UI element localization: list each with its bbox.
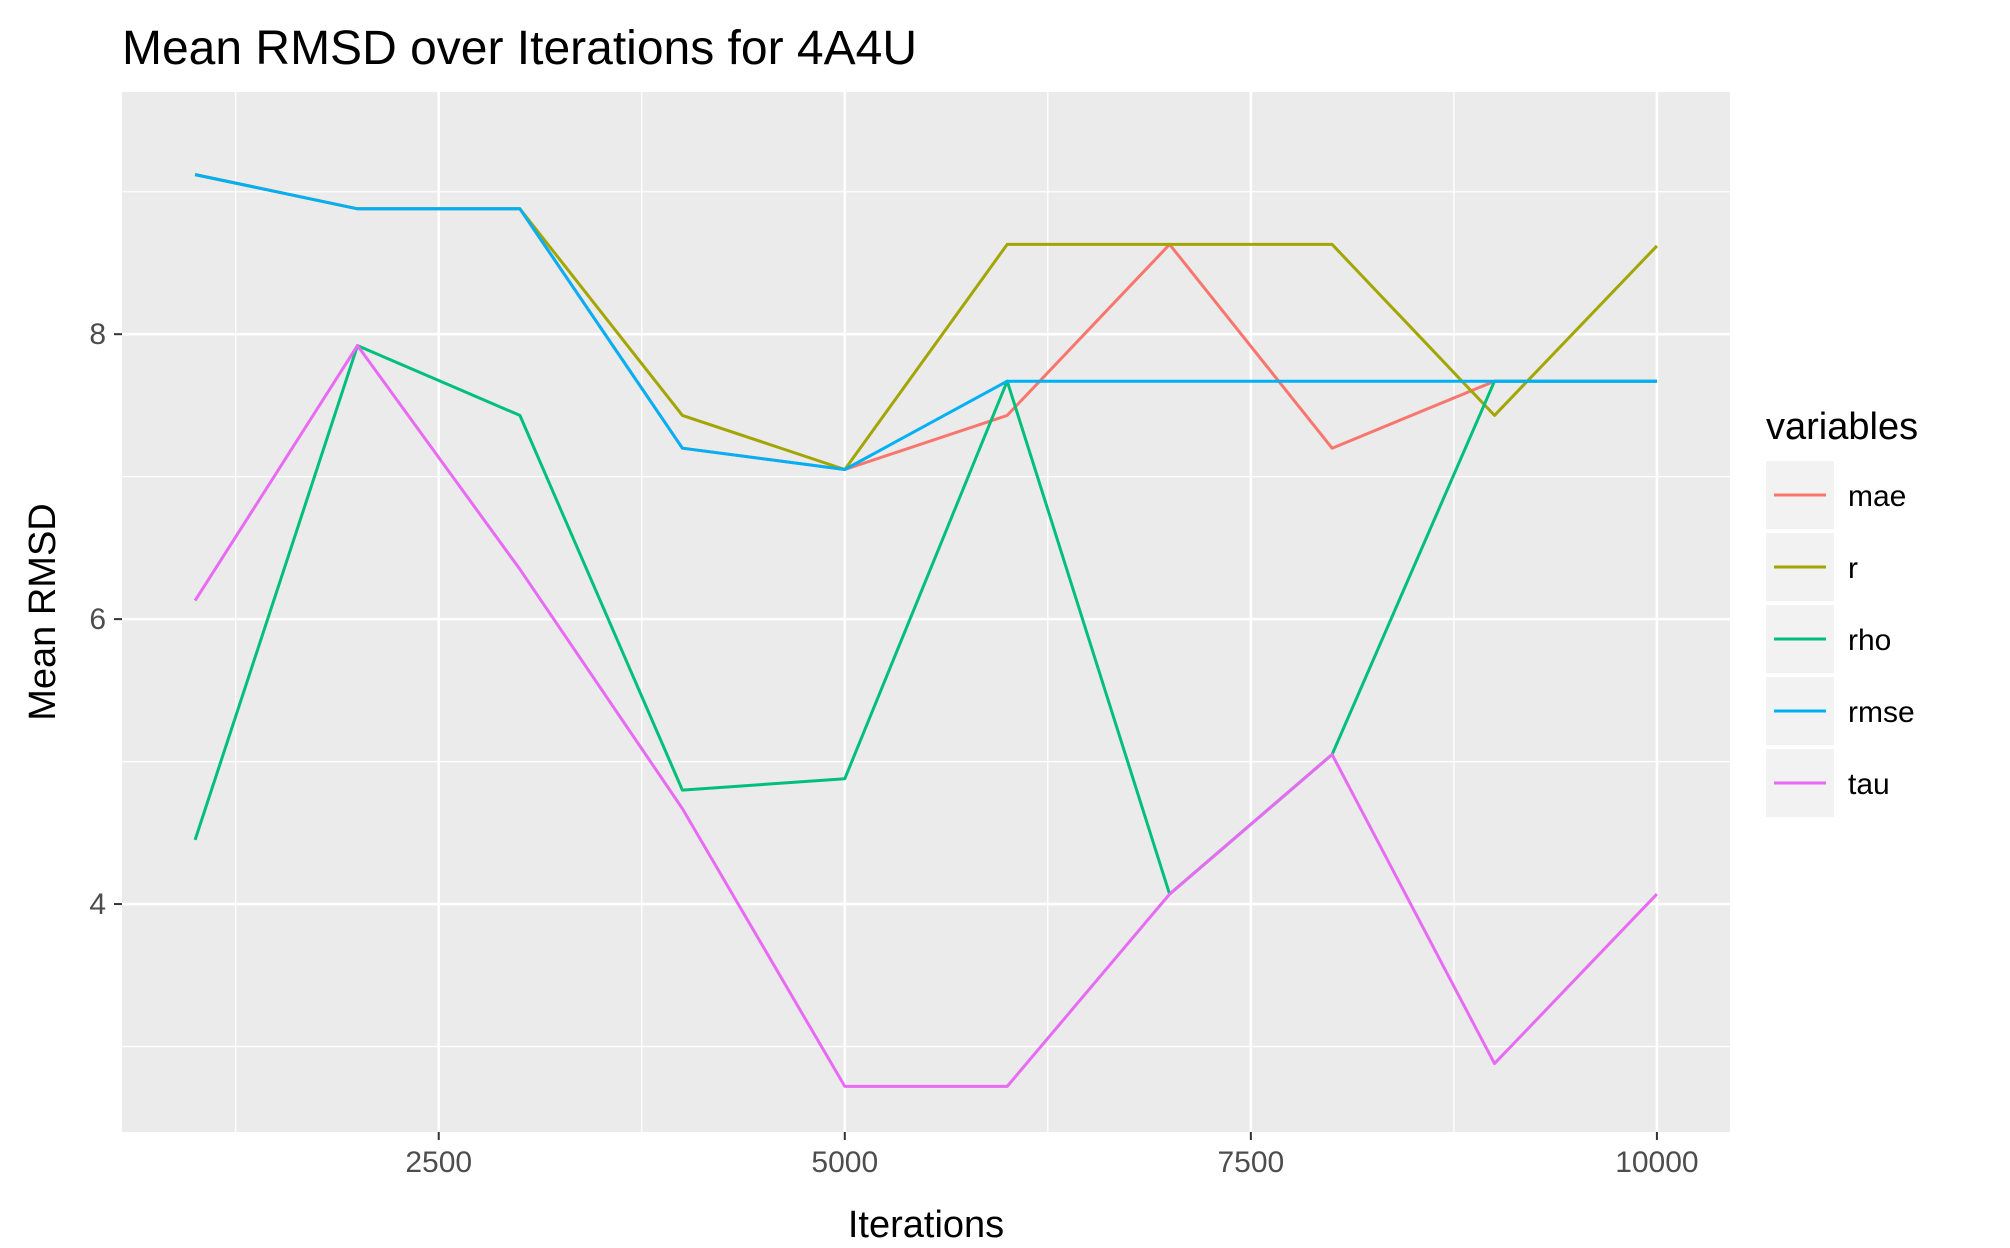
x-tick-label: 5000 [811, 1146, 878, 1179]
chart-title: Mean RMSD over Iterations for 4A4U [122, 22, 917, 75]
y-axis-title: Mean RMSD [22, 503, 64, 721]
legend-label: tau [1848, 768, 1890, 801]
legend-label: mae [1848, 480, 1906, 513]
x-axis-ticks: 2500 5000 7500 10000 [405, 1132, 1699, 1179]
series-line-tau [193, 344, 1658, 1088]
legend-item-mae: mae [1766, 461, 1906, 529]
legend-item-rmse: rmse [1766, 677, 1915, 745]
legend: variables mae r rho rmse tau [1766, 406, 1918, 817]
legend-label: r [1848, 552, 1858, 585]
y-axis-ticks: 4 6 8 [89, 318, 122, 921]
major-gridlines [122, 92, 1730, 1132]
series-line-rmse [194, 173, 1657, 471]
legend-item-r: r [1766, 533, 1858, 601]
legend-item-tau: tau [1766, 749, 1890, 817]
y-tick-label: 4 [89, 888, 106, 921]
minor-gridlines [122, 92, 1730, 1132]
legend-label: rmse [1848, 696, 1915, 729]
plot-panel [122, 92, 1730, 1132]
legend-label: rho [1848, 624, 1891, 657]
x-tick-label: 7500 [1217, 1146, 1284, 1179]
y-tick-label: 6 [89, 603, 106, 636]
legend-item-rho: rho [1766, 605, 1891, 673]
legend-title: variables [1766, 406, 1918, 448]
x-tick-label: 2500 [405, 1146, 472, 1179]
series-line-rho [193, 344, 1657, 896]
series-lines [193, 173, 1658, 1088]
legend-items: mae r rho rmse tau [1766, 461, 1915, 817]
x-axis-title: Iterations [848, 1204, 1004, 1246]
x-tick-label: 10000 [1615, 1146, 1698, 1179]
y-tick-label: 8 [89, 318, 106, 351]
